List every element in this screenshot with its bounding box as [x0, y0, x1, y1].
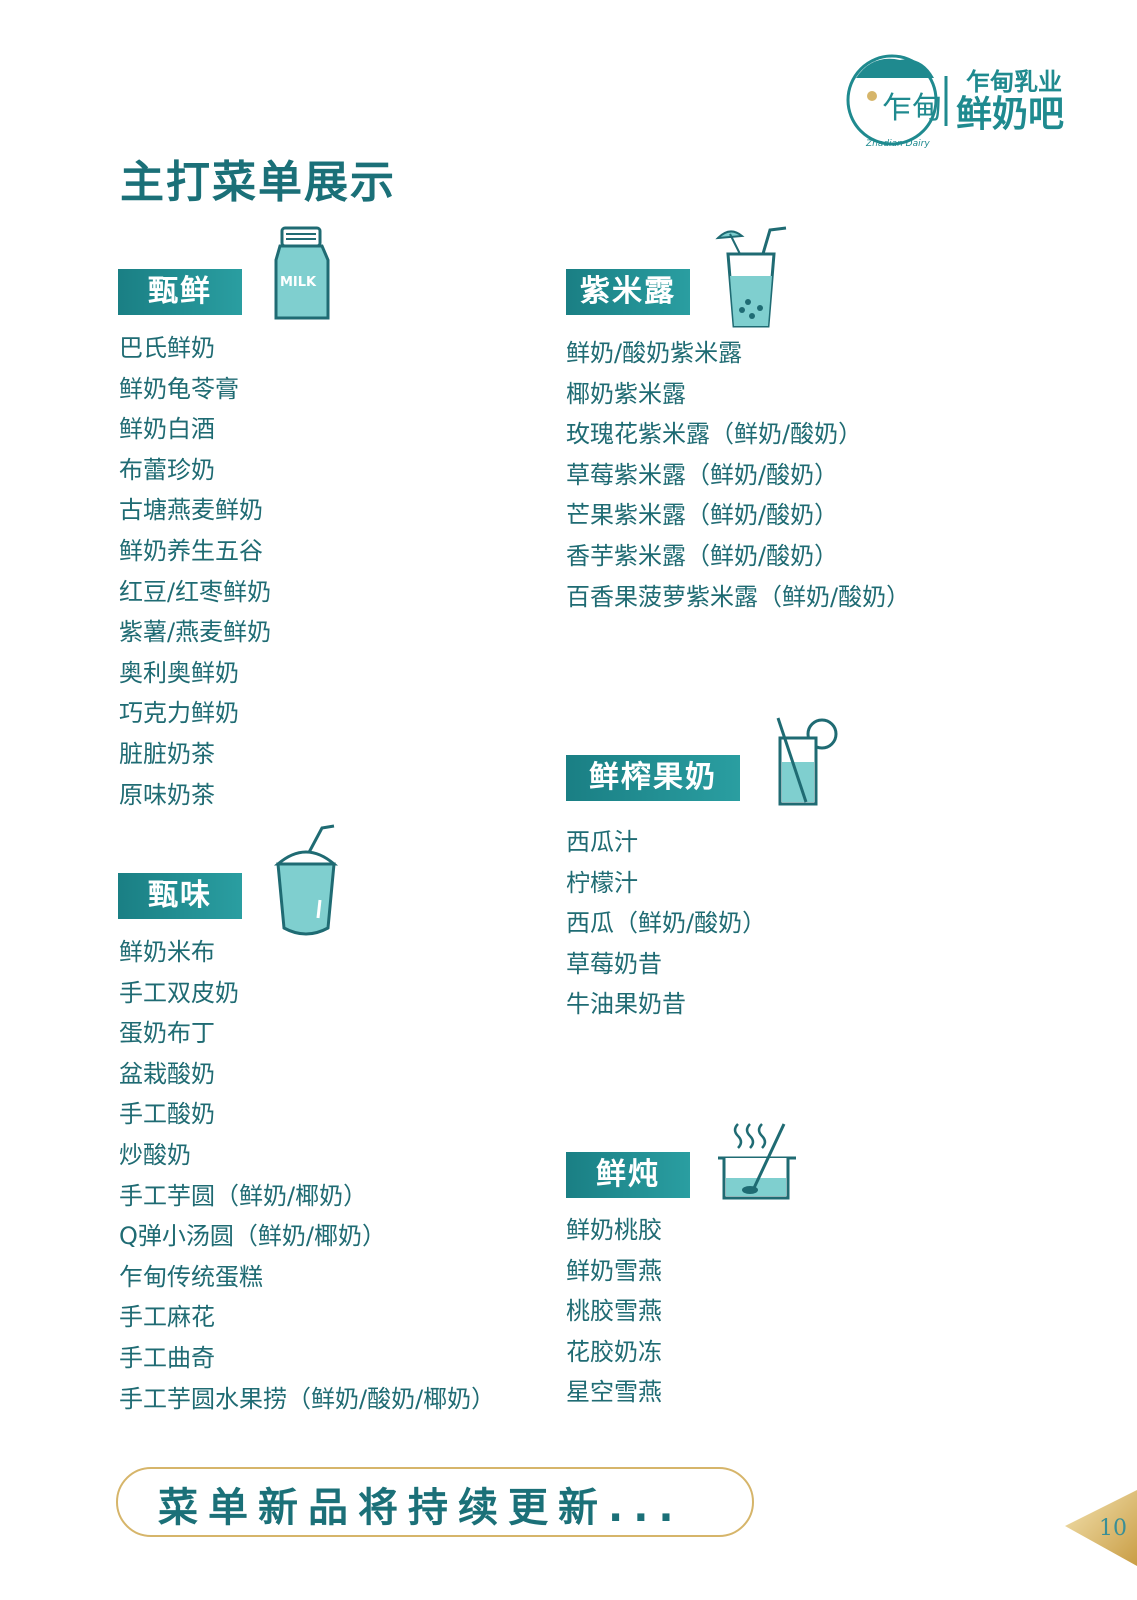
menu-item: 鲜奶雪燕: [566, 1256, 662, 1285]
menu-item: 芒果紫米露（鲜奶/酸奶）: [566, 501, 839, 530]
logo-subtitle: Zhadian Dairy: [865, 139, 930, 149]
juice-glass-icon: [776, 717, 838, 806]
menu-item: 鲜奶米布: [119, 938, 215, 966]
menu-item: 椰奶紫米露: [566, 379, 686, 408]
menu-item: 花胶奶冻: [566, 1337, 662, 1366]
logo-mark: 乍甸: [882, 91, 942, 126]
page-title: 主打菜单展示: [120, 157, 396, 208]
brand-logo: 乍甸 Zhadian Dairy 乍甸乳业 鲜奶吧: [846, 54, 1064, 149]
menu-item: 玫瑰花紫米露（鲜奶/酸奶）: [566, 420, 863, 449]
menu-item: 巧克力鲜奶: [119, 699, 239, 728]
menu-item: 奥利奥鲜奶: [119, 658, 239, 687]
menu-item: 脏脏奶茶: [119, 739, 215, 768]
cocktail-glass-icon: [715, 226, 787, 328]
stew-pot-icon: [718, 1123, 796, 1200]
menu-item: 西瓜汁: [566, 828, 638, 856]
section-tag-zhenxian: 甄鲜: [118, 269, 242, 315]
menu-item: 柠檬汁: [566, 868, 638, 897]
menu-item: 原味奶茶: [119, 780, 215, 809]
menu-item: 鲜奶龟苓膏: [119, 374, 239, 403]
menu-item: 桃胶雪燕: [566, 1297, 662, 1326]
banner-text: 菜单新品将持续更新...: [158, 1485, 684, 1531]
milk-bottle-icon: MILK: [274, 226, 330, 320]
menu-item: 手工曲奇: [119, 1343, 215, 1372]
menu-list-zhenxian: 巴氏鲜奶 鲜奶龟苓膏 鲜奶白酒 布蕾珍奶 古塘燕麦鲜奶 鲜奶养生五谷 红豆/红枣…: [119, 328, 271, 815]
milk-label: MILK: [280, 275, 317, 290]
section-tag-xiandun: 鲜炖: [566, 1152, 690, 1198]
menu-item: 牛油果奶昔: [566, 990, 686, 1019]
menu-item: 手工麻花: [119, 1303, 215, 1332]
page-number: 10: [1099, 1516, 1127, 1541]
menu-item: Q弹小汤圆（鲜奶/椰奶）: [119, 1222, 386, 1251]
menu-list-xianzha: 西瓜汁 柠檬汁 西瓜（鲜奶/酸奶） 草莓奶昔 牛油果奶昔: [566, 822, 766, 1025]
menu-item: 布蕾珍奶: [119, 455, 215, 484]
menu-item: 炒酸奶: [119, 1140, 191, 1169]
menu-list-zhenwei: 鲜奶米布 手工双皮奶 蛋奶布丁 盆栽酸奶 手工酸奶 炒酸奶 手工芋圆（鲜奶/椰奶…: [119, 932, 495, 1419]
menu-list-xiandun: 鲜奶桃胶 鲜奶雪燕 桃胶雪燕 花胶奶冻 星空雪燕: [566, 1210, 662, 1413]
menu-item: 蛋奶布丁: [119, 1019, 215, 1048]
bubble-tea-cup-icon: [273, 824, 339, 936]
logo-text: 乍甸乳业: [966, 68, 1062, 96]
menu-item: 鲜奶桃胶: [566, 1216, 662, 1244]
menu-item: 香芋紫米露（鲜奶/酸奶）: [566, 541, 839, 570]
menu-item: 草莓紫米露（鲜奶/酸奶）: [566, 460, 839, 489]
menu-item: 巴氏鲜奶: [119, 334, 215, 362]
section-tag-zhenwei: 甄味: [118, 873, 242, 919]
menu-item: 手工酸奶: [119, 1100, 215, 1129]
menu-item: 乍甸传统蛋糕: [119, 1262, 263, 1291]
menu-item: 草莓奶昔: [566, 949, 662, 978]
menu-item: 古塘燕麦鲜奶: [119, 496, 263, 525]
menu-item: 盆栽酸奶: [119, 1059, 215, 1088]
menu-list-zimilu: 鲜奶/酸奶紫米露 椰奶紫米露 玫瑰花紫米露（鲜奶/酸奶） 草莓紫米露（鲜奶/酸奶…: [566, 333, 910, 617]
menu-item: 手工芋圆水果捞（鲜奶/酸奶/椰奶）: [119, 1384, 496, 1413]
menu-item: 鲜奶养生五谷: [119, 536, 263, 565]
menu-item: 红豆/红枣鲜奶: [119, 577, 272, 606]
menu-item: 紫薯/燕麦鲜奶: [119, 618, 272, 647]
logo-text-2: 鲜奶吧: [956, 94, 1064, 135]
page-corner-decoration: [1065, 1490, 1137, 1566]
menu-item: 手工芋圆（鲜奶/椰奶）: [119, 1181, 368, 1210]
menu-item: 鲜奶白酒: [119, 415, 215, 444]
section-tag-zimilu: 紫米露: [566, 269, 690, 315]
menu-item: 手工双皮奶: [119, 978, 239, 1007]
menu-item: 百香果菠萝紫米露（鲜奶/酸奶）: [566, 582, 911, 611]
menu-item: 西瓜（鲜奶/酸奶）: [566, 909, 767, 938]
menu-item: 星空雪燕: [566, 1378, 662, 1407]
menu-item: 鲜奶/酸奶紫米露: [566, 339, 743, 367]
section-tag-xianzha: 鲜榨果奶: [566, 755, 740, 801]
update-banner: 菜单新品将持续更新...: [116, 1467, 754, 1537]
